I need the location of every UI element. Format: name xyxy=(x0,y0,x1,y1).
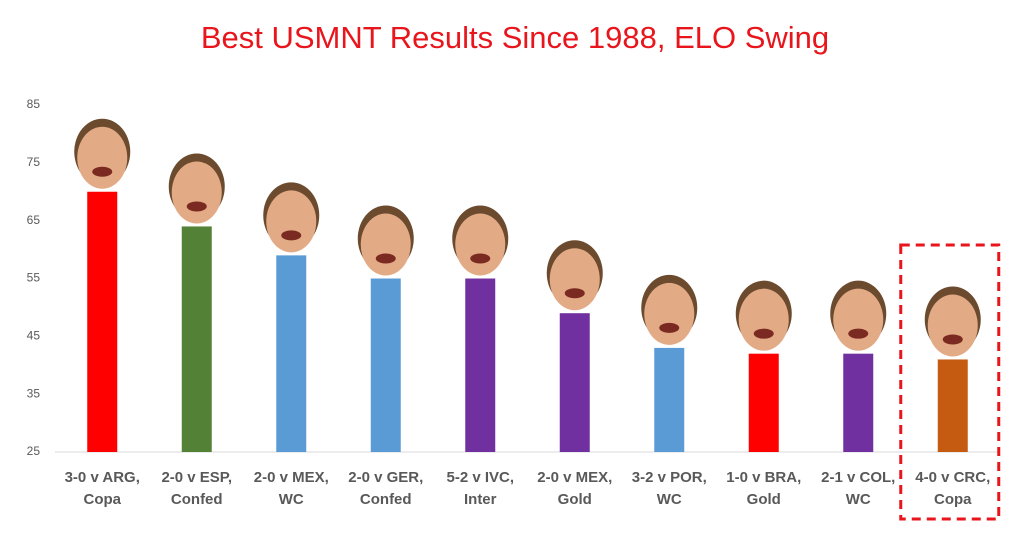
face xyxy=(77,126,128,189)
face xyxy=(644,282,695,345)
face-mouth xyxy=(942,334,963,345)
y-tick-label: 25 xyxy=(27,444,41,458)
highlight-box xyxy=(899,243,1001,521)
y-tick-label: 45 xyxy=(27,329,41,343)
x-tick-label: Copa xyxy=(84,491,122,508)
bar xyxy=(370,278,401,452)
face-mouth xyxy=(281,230,302,241)
x-tick-label: Gold xyxy=(747,491,781,508)
face-mouth xyxy=(186,201,207,212)
x-tick-label: 2-1 v COL, xyxy=(821,469,895,486)
x-tick-label: 3-2 v POR, xyxy=(632,469,707,486)
bar xyxy=(559,313,590,452)
bar xyxy=(181,226,212,452)
x-tick-label: 2-0 v MEX, xyxy=(254,469,329,486)
bar xyxy=(87,191,118,452)
x-tick-label: 5-2 v IVC, xyxy=(446,469,514,486)
face-mouth xyxy=(659,322,680,333)
x-tick-label: 2-0 v ESP, xyxy=(161,469,232,486)
bar xyxy=(748,353,779,452)
x-tick-label: Inter xyxy=(464,491,497,508)
x-tick-label: 3-0 v ARG, xyxy=(65,469,140,486)
y-tick-label: 35 xyxy=(27,386,41,400)
x-tick-label: 1-0 v BRA, xyxy=(726,469,801,486)
bar xyxy=(654,347,685,452)
x-tick-label: Confed xyxy=(360,491,412,508)
x-tick-label: Confed xyxy=(171,491,223,508)
face xyxy=(833,288,884,351)
x-tick-label: Copa xyxy=(934,491,972,508)
chart-title: Best USMNT Results Since 1988, ELO Swing xyxy=(201,20,829,55)
x-tick-label: WC xyxy=(279,491,304,508)
bar xyxy=(276,255,307,452)
bar xyxy=(465,278,496,452)
x-tick-label: WC xyxy=(657,491,682,508)
y-tick-label: 85 xyxy=(27,97,41,111)
face-mouth xyxy=(375,253,396,264)
y-tick-label: 55 xyxy=(27,271,41,285)
face xyxy=(549,248,600,311)
x-tick-label: 4-0 v CRC, xyxy=(915,469,990,486)
face xyxy=(360,213,411,276)
face-mouth xyxy=(753,328,774,339)
x-tick-label: 2-0 v MEX, xyxy=(537,469,612,486)
face xyxy=(455,213,506,276)
face-mouth xyxy=(848,328,869,339)
face xyxy=(171,161,222,224)
face-mouth xyxy=(564,288,585,299)
y-tick-label: 75 xyxy=(27,155,41,169)
x-tick-label: 2-0 v GER, xyxy=(348,469,423,486)
x-tick-label: WC xyxy=(846,491,871,508)
bar xyxy=(937,359,968,452)
y-tick-label: 65 xyxy=(27,213,41,227)
face-mouth xyxy=(470,253,491,264)
face xyxy=(927,294,978,357)
face xyxy=(266,190,317,253)
face xyxy=(738,288,789,351)
bar xyxy=(843,353,874,452)
face-mouth xyxy=(92,166,113,177)
x-tick-label: Gold xyxy=(558,491,592,508)
